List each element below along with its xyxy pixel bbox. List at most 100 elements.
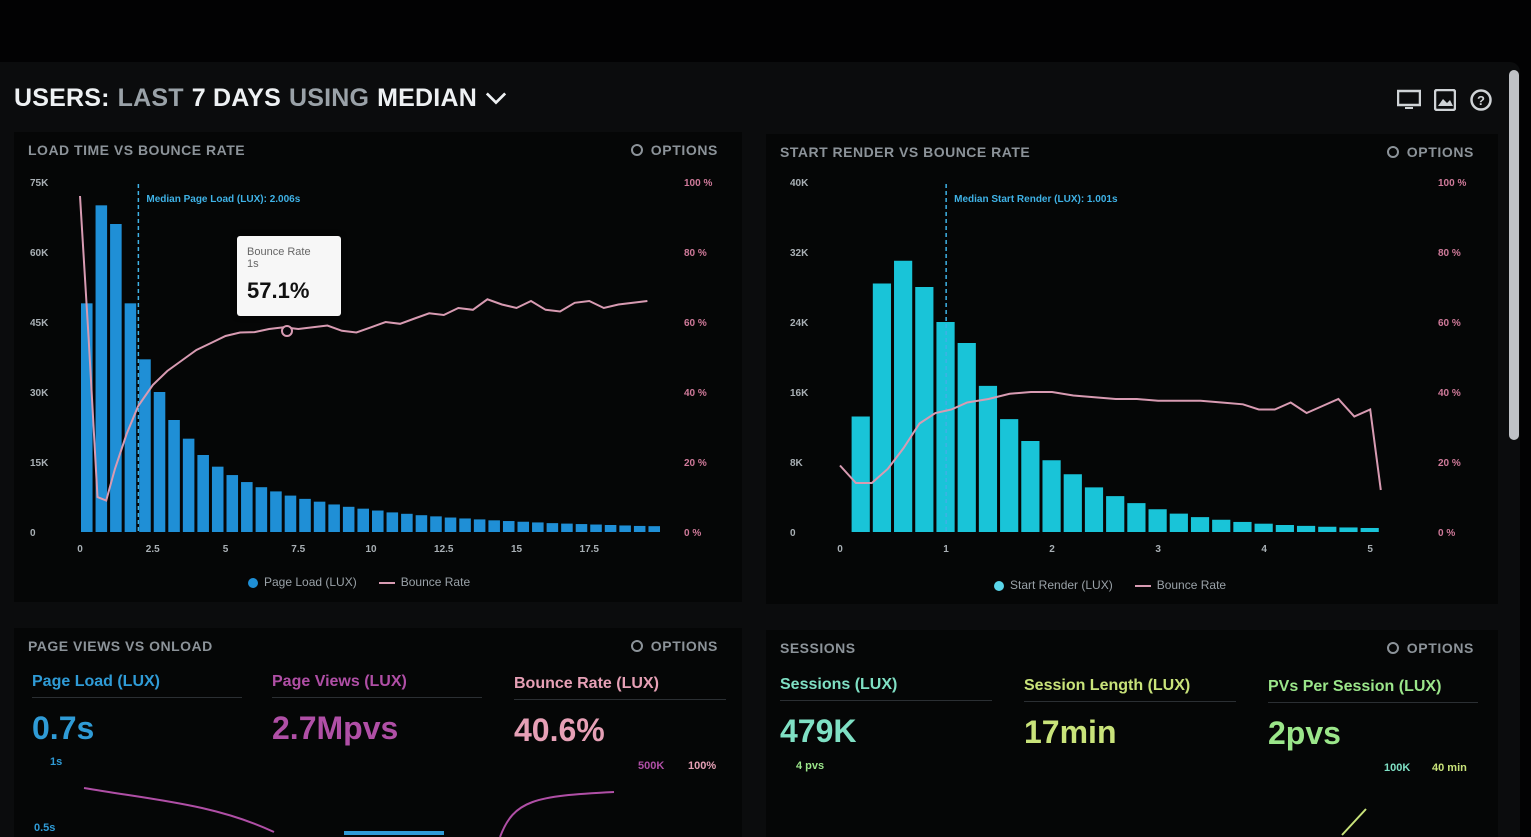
bar [328, 504, 340, 532]
bar [1296, 525, 1316, 532]
panel-title: SESSIONS [780, 640, 856, 656]
page-views-panel: PAGE VIEWS VS ONLOAD OPTIONS [14, 628, 742, 837]
bar [372, 510, 384, 532]
y-right-tick-label: 40 % [1438, 388, 1461, 399]
legend-line-icon [1134, 584, 1151, 587]
bar [502, 521, 515, 532]
chevron-down-icon[interactable] [485, 87, 507, 109]
y-right-tick-label: 80 % [684, 248, 707, 259]
bar [851, 416, 870, 532]
panel-title: START RENDER VS BOUNCE RATE [780, 144, 1031, 160]
image-icon[interactable] [1433, 88, 1457, 112]
bar [444, 517, 457, 532]
bar [1063, 474, 1082, 532]
bar [648, 526, 660, 532]
x-tick-label: 5 [223, 544, 229, 555]
sessions-panel: SESSIONS OPTIONS [766, 630, 1498, 837]
x-tick-label: 15 [511, 544, 523, 555]
options-button[interactable]: OPTIONS [1386, 144, 1474, 160]
legend-item-page-load[interactable]: Page Load (LUX) [248, 575, 357, 589]
title-range: 7 DAYS [191, 83, 281, 112]
metric-label: PVs Per Session (LUX) [1268, 678, 1478, 703]
axis-tick: 100K [1384, 762, 1411, 774]
gear-icon [630, 144, 643, 156]
options-button[interactable]: OPTIONS [630, 638, 718, 654]
svg-text:?: ? [1477, 93, 1485, 108]
sessions-sparkline [1341, 808, 1367, 836]
bar [1233, 521, 1252, 532]
median-label: Median Start Render (LUX): 1.001s [954, 194, 1118, 205]
options-button[interactable]: OPTIONS [630, 142, 718, 158]
bar [342, 506, 355, 532]
bar [1106, 496, 1125, 532]
scrollbar-thumb[interactable] [1509, 70, 1519, 440]
bar [241, 482, 253, 532]
bar [575, 524, 588, 532]
bar [590, 524, 602, 532]
legend-item-bounce-rate[interactable]: Bounce Rate [378, 575, 470, 589]
legend-item-start-render[interactable]: Start Render (LUX) [994, 578, 1113, 592]
metric-bounce-rate: Bounce Rate (LUX) 40.6% [514, 675, 726, 749]
monitor-icon[interactable] [1397, 88, 1421, 112]
bar [197, 455, 209, 532]
legend-item-bounce-rate[interactable]: Bounce Rate [1134, 578, 1226, 592]
y-left-tick-label: 0 [790, 528, 796, 539]
toolbar: ? [1397, 88, 1493, 112]
help-icon[interactable]: ? [1469, 88, 1493, 112]
gear-icon [1386, 146, 1399, 158]
options-button[interactable]: OPTIONS [1386, 640, 1474, 656]
bar [604, 525, 617, 532]
bar [139, 359, 151, 532]
bar [1339, 527, 1358, 532]
y-left-tick-label: 8K [790, 458, 804, 469]
metric-value: 0.7s [32, 710, 95, 746]
y-right-tick-label: 20 % [1438, 458, 1461, 469]
metric-sessions: Sessions (LUX) 479K [780, 676, 992, 750]
bar [110, 224, 122, 532]
load-time-chart: 0 15K 30K 45K 60K 75K 0 % 20 % 40 % 60 % 80 % 100 %… [30, 178, 712, 555]
bar [1212, 519, 1231, 532]
bar [957, 343, 976, 532]
median-label: Median Page Load (LUX): 2.006s [146, 194, 300, 205]
vertical-scrollbar[interactable] [1509, 70, 1519, 440]
metric-label: Page Load (LUX) [32, 673, 242, 698]
y-left-tick-label: 30K [30, 388, 49, 399]
bar [1042, 460, 1061, 532]
y-left-tick-label: 0 [30, 528, 36, 539]
x-tick-label: 10 [365, 544, 377, 555]
bar [619, 525, 631, 532]
bar [1190, 517, 1210, 532]
y-left-tick-label: 60K [30, 248, 49, 259]
metric-label: Sessions (LUX) [780, 676, 992, 701]
bar [299, 498, 311, 532]
bar [124, 303, 137, 532]
legend-line-icon [378, 581, 395, 584]
y-right-tick-label: 20 % [684, 458, 707, 469]
y-left-tick-label: 16K [790, 388, 809, 399]
bar [1148, 509, 1167, 532]
bar [270, 491, 282, 532]
y-right-tick-label: 60 % [684, 318, 707, 329]
bar [488, 520, 500, 532]
metric-pvs-per-session: PVs Per Session (LUX) 2pvs [1268, 678, 1478, 752]
metric-value: 2pvs [1268, 715, 1341, 751]
tooltip-label: Bounce Rate 1s [247, 246, 311, 270]
bar [357, 508, 369, 532]
y-left-tick-label: 24K [790, 318, 809, 329]
start-render-legend: Start Render (LUX) Bounce Rate [994, 578, 1226, 592]
page-title[interactable]: USERS: LAST 7 DAYS USING MEDIAN [14, 84, 507, 112]
bar [1084, 487, 1104, 532]
bar [978, 385, 998, 532]
bounce-rate-line [839, 391, 1382, 491]
x-tick-label: 12.5 [434, 544, 454, 555]
legend-dot-icon [248, 577, 258, 588]
metric-value: 40.6% [514, 712, 605, 748]
title-users: USERS: [14, 83, 110, 112]
bar [255, 487, 268, 532]
y-right-tick-label: 0 % [1438, 528, 1455, 539]
bar [459, 518, 471, 532]
bar [894, 260, 913, 532]
bar [633, 525, 646, 532]
x-tick-label: 2.5 [146, 544, 160, 555]
bar [473, 519, 486, 532]
